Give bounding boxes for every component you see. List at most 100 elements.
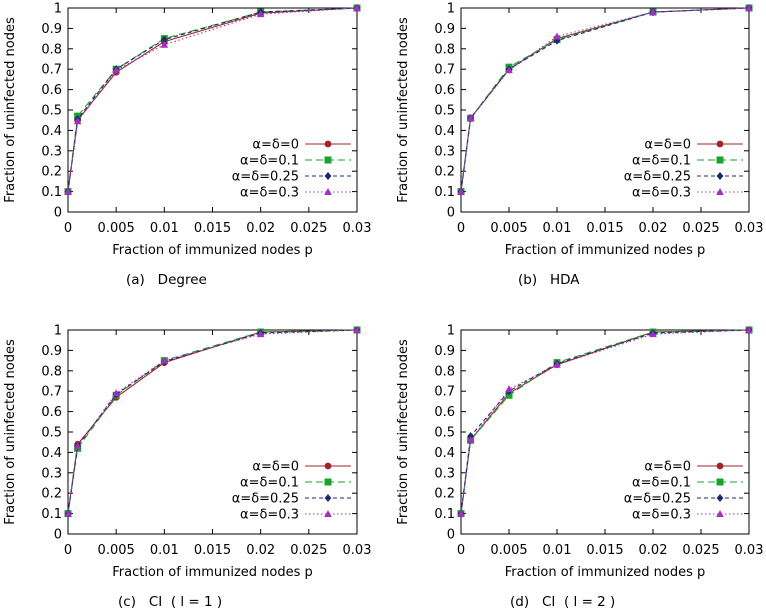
y-tick-label: 0.6 [41,405,62,420]
data-point [112,66,120,74]
data-point [457,187,465,195]
legend-label: α=δ=0.3 [240,186,299,201]
series-line [460,329,750,514]
legend-marker [324,172,332,180]
x-tick-label: 0.025 [290,543,327,558]
legend-label: α=δ=0 [252,460,299,475]
y-tick-label: 1 [447,324,455,339]
y-tick-label: 0.4 [41,446,62,461]
y-tick-label: 0.2 [41,487,62,502]
x-tick-label: 0.015 [586,221,623,236]
series-line [67,329,358,514]
y-tick-label: 0.5 [434,104,455,119]
legend-marker [324,462,332,470]
data-point [64,187,72,195]
data-point [112,389,120,397]
panel-caption: (a) Degree [126,272,207,288]
y-tick-label: 0.2 [41,165,62,180]
plot-frame [460,7,750,213]
x-tick-label: 0.005 [98,221,135,236]
y-tick-label: 1 [447,2,455,17]
x-tick-label: 0.03 [343,543,372,558]
x-tick-label: 0.01 [543,221,572,236]
y-axis-label: Fraction of uninfected nodes [3,339,18,525]
panel-caption: (c) CI ( l = 1 ) [118,594,222,610]
y-tick-label: 0.4 [434,446,455,461]
data-point [160,356,169,364]
series-line [460,7,750,192]
legend-label: α=δ=0.25 [232,492,299,507]
series-line [460,7,750,192]
y-tick-label: 0.1 [41,507,62,522]
x-tick-label: 0.025 [682,543,719,558]
y-tick-label: 0.3 [434,144,455,159]
legend-marker [324,156,332,164]
y-tick-label: 0.9 [41,22,62,37]
panel-d-ci-l2: 0 0.1 0.2 0.3 0.4 0.5 0.6 0.7 0.8 0.9 1 0 0.005 0.01 0… [396,324,763,611]
data-point [466,436,475,444]
y-tick-label: 0.2 [434,487,455,502]
x-tick-label: 0.02 [639,221,668,236]
series-line [67,329,358,514]
y-tick-label: 0.6 [41,83,62,98]
y-tick-label: 0.5 [41,104,62,119]
series-line [67,329,358,514]
data-point [353,4,361,11]
x-tick-label: 0.03 [735,543,764,558]
data-point [466,114,475,122]
y-tick-label: 0.9 [41,344,62,359]
y-tick-label: 0.1 [434,185,455,200]
plot-frame [67,329,358,535]
y-tick-label: 0 [447,528,455,543]
data-point [353,326,361,333]
y-tick-label: 0.6 [434,405,455,420]
x-axis-label: Fraction of immunized nodes p [112,243,313,258]
legend-label: α=δ=0.3 [240,508,299,523]
y-tick-label: 0.9 [434,344,455,359]
data-point [505,66,513,74]
series-line [67,7,358,192]
legend-label: α=δ=0.25 [232,170,299,185]
series-line [67,329,358,514]
y-tick-label: 0.4 [41,124,62,139]
legend-marker [716,172,724,180]
y-tick-label: 0.7 [41,63,62,78]
y-tick-label: 0.5 [434,426,455,441]
legend-marker [716,156,724,164]
y-axis-label: Fraction of uninfected nodes [396,339,411,525]
x-tick-label: 0.005 [98,543,135,558]
y-tick-label: 0.7 [434,385,455,400]
x-tick-label: 0.025 [682,221,719,236]
legend-label: α=δ=0.1 [240,476,299,491]
series-line [460,329,750,514]
plot-frame [67,7,358,213]
y-tick-label: 0 [54,528,62,543]
y-tick-label: 0.7 [41,385,62,400]
legend-marker [716,462,724,470]
legend-marker [324,188,332,195]
x-axis-label: Fraction of immunized nodes p [112,565,313,580]
legend-marker [716,140,724,148]
series-line [460,329,750,514]
x-tick-label: 0 [457,543,465,558]
data-point [745,4,753,11]
x-tick-label: 0.02 [246,543,275,558]
legend-label: α=δ=0.3 [632,186,691,201]
legend-label: α=δ=0.1 [632,476,691,491]
y-tick-label: 0.1 [41,185,62,200]
x-tick-label: 0 [64,221,72,236]
legend-label: α=δ=0.25 [624,492,691,507]
panel-caption: (d) CI ( l = 2 ) [510,594,615,610]
y-tick-label: 0.2 [434,165,455,180]
x-tick-label: 0 [64,543,72,558]
data-point [256,330,265,338]
legend-marker [716,494,724,502]
legend-label: α=δ=0.25 [624,170,691,185]
x-tick-label: 0.03 [735,221,764,236]
legend-label: α=δ=0.1 [240,154,299,169]
data-point [649,8,657,16]
data-point [256,10,265,18]
y-tick-label: 0.7 [434,63,455,78]
x-axis-label: Fraction of immunized nodes p [505,565,706,580]
